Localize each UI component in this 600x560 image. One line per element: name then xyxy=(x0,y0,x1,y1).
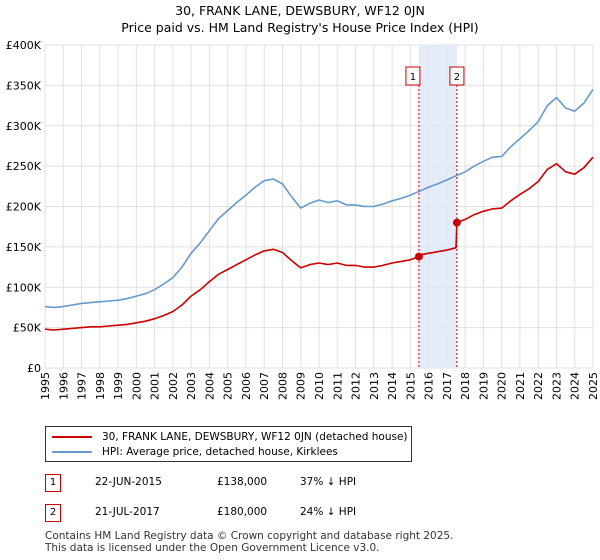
legend-label-hpi: HPI: Average price, detached house, Kirk… xyxy=(102,446,338,458)
y-tick-label: £50K xyxy=(13,322,42,335)
x-tick-label: 2024 xyxy=(569,372,582,400)
marker-box xyxy=(405,66,421,86)
x-tick-label: 2015 xyxy=(404,372,417,400)
legend: 30, FRANK LANE, DEWSBURY, WF12 0JN (deta… xyxy=(45,426,412,462)
x-tick-label: 2008 xyxy=(276,372,289,400)
series-line-property xyxy=(44,156,594,331)
x-tick-label: 1995 xyxy=(39,372,52,400)
y-tick-label: £300K xyxy=(6,120,42,133)
chart-title-line1: 30, FRANK LANE, DEWSBURY, WF12 0JN xyxy=(175,3,425,18)
x-tick-label: 2016 xyxy=(423,372,436,400)
transaction-date: 21-JUL-2017 xyxy=(95,506,160,518)
y-tick-label: £400K xyxy=(6,39,42,52)
legend-swatch-hpi xyxy=(52,451,92,453)
x-tick-label: 2000 xyxy=(130,372,143,400)
x-tick-label: 2006 xyxy=(240,372,253,400)
x-tick-label: 2003 xyxy=(185,372,198,400)
x-tick-label: 2017 xyxy=(441,372,454,400)
sale-point xyxy=(414,252,423,261)
x-tick-label: 2002 xyxy=(167,372,180,400)
x-tick-label: 2021 xyxy=(514,372,527,400)
shaded-period-band xyxy=(418,45,457,368)
footer-licence: This data is licensed under the Open Gov… xyxy=(45,542,380,554)
x-tick-label: 2019 xyxy=(477,372,490,400)
chart-title: 30, FRANK LANE, DEWSBURY, WF12 0JN Price… xyxy=(0,2,600,36)
transaction-hpi-diff: 24% ↓ HPI xyxy=(300,506,357,518)
legend-label-property: 30, FRANK LANE, DEWSBURY, WF12 0JN (deta… xyxy=(102,431,408,443)
marker-box xyxy=(449,66,465,86)
x-tick-label: 2012 xyxy=(350,372,363,400)
x-tick-label: 2018 xyxy=(459,372,472,400)
x-tick-label: 2005 xyxy=(222,372,235,400)
legend-item-property: 30, FRANK LANE, DEWSBURY, WF12 0JN (deta… xyxy=(52,430,408,444)
series-lines xyxy=(44,88,594,331)
x-tick-label: 2014 xyxy=(386,372,399,400)
x-tick-label: 1997 xyxy=(76,372,89,400)
y-tick-label: £150K xyxy=(6,241,42,254)
x-tick-label: 2022 xyxy=(532,372,545,400)
x-tick-label: 2009 xyxy=(295,372,308,400)
x-tick-label: 2001 xyxy=(149,372,162,400)
x-tick-label: 2004 xyxy=(203,372,216,400)
series-line-hpi xyxy=(44,88,594,309)
shaded-band xyxy=(418,45,457,368)
x-tick-label: 1996 xyxy=(57,372,70,400)
sale-point xyxy=(452,218,461,227)
transaction-price: £138,000 xyxy=(217,476,268,488)
x-tick-label: 2020 xyxy=(496,372,509,400)
transaction-price: £180,000 xyxy=(217,506,268,518)
x-tick-label: 2023 xyxy=(550,372,563,400)
x-tick-label: 2025 xyxy=(587,372,600,400)
x-tick-label: 2010 xyxy=(313,372,326,400)
axes: £0 £50K £100K £150K £200K £250K £300K £350K £400… xyxy=(6,39,600,400)
y-tick-label: £350K xyxy=(6,79,42,92)
transaction-number-badge: 1 xyxy=(45,474,61,492)
footer-copyright: Contains HM Land Registry data © Crown c… xyxy=(45,530,454,542)
y-tick-label: £0 xyxy=(27,362,41,375)
x-tick-label: 1999 xyxy=(112,372,125,400)
legend-item-hpi: HPI: Average price, detached house, Kirk… xyxy=(52,445,338,459)
y-tick-label: £200K xyxy=(6,201,42,214)
transaction-number-badge: 2 xyxy=(45,504,61,522)
footer: Contains HM Land Registry data © Crown c… xyxy=(45,530,453,554)
x-tick-label: 2007 xyxy=(258,372,271,400)
legend-swatch-property xyxy=(52,436,92,438)
marker-label: 1 xyxy=(410,72,416,83)
y-tick-label: £100K xyxy=(6,281,42,294)
transaction-hpi-diff: 37% ↓ HPI xyxy=(300,476,357,488)
x-tick-label: 2011 xyxy=(331,372,344,400)
x-tick-label: 1998 xyxy=(94,372,107,400)
chart-subtitle: Price paid vs. HM Land Registry's House … xyxy=(121,20,479,35)
y-tick-label: £250K xyxy=(6,160,42,173)
grid xyxy=(44,44,594,369)
marker-label: 2 xyxy=(454,72,460,83)
transaction-date: 22-JUN-2015 xyxy=(95,476,162,488)
x-tick-label: 2013 xyxy=(368,372,381,400)
